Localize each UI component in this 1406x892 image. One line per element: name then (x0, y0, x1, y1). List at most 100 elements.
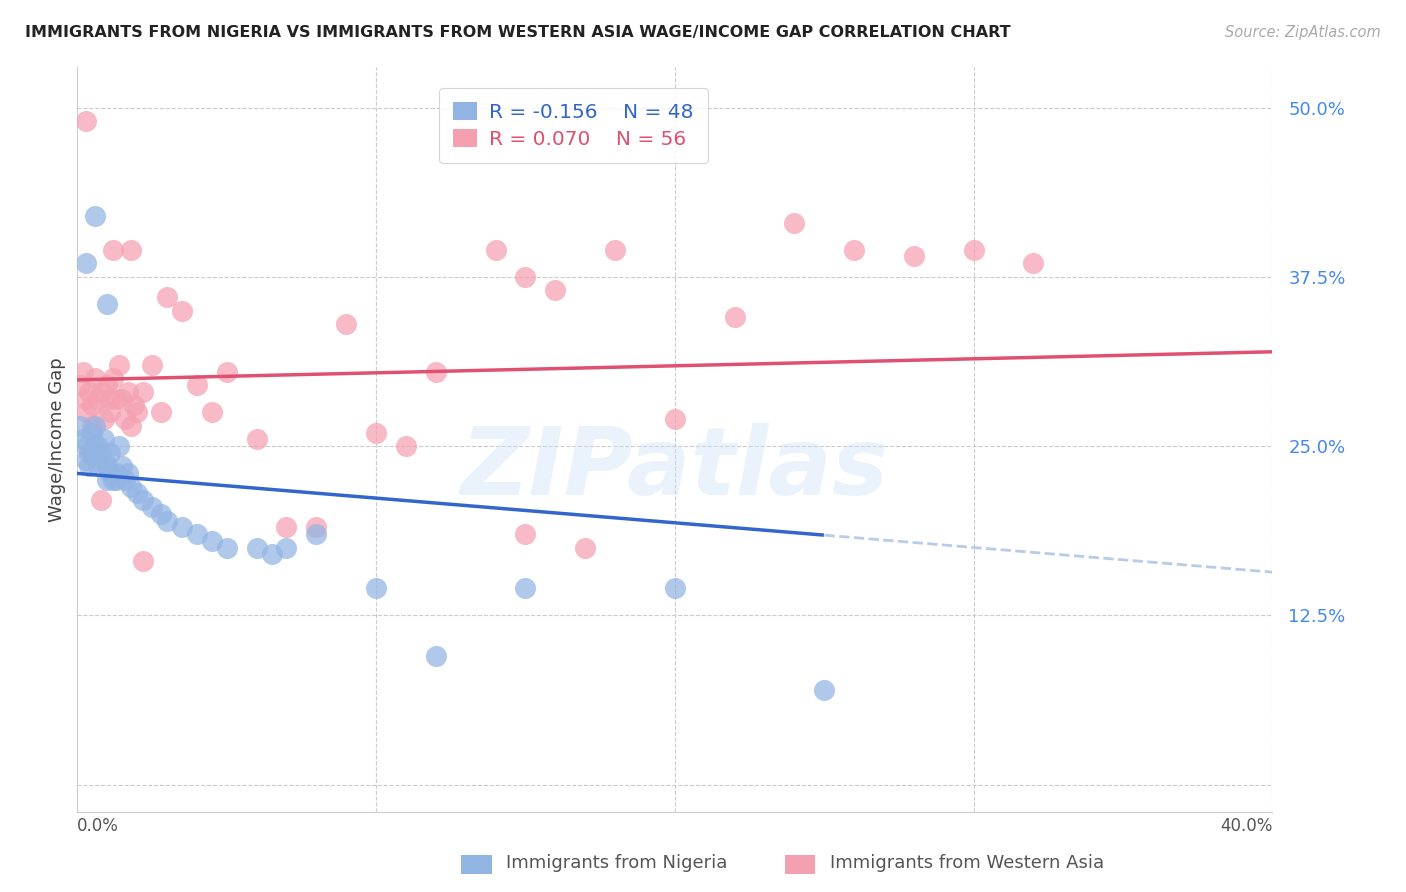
Point (114, 473, 136, 487)
Point (87, 439, 110, 453)
Point (141, 358, 163, 372)
Point (98, 392, 121, 406)
Point (98, 446, 121, 460)
Point (111, 459, 134, 474)
Point (215, 541, 238, 555)
Text: IMMIGRANTS FROM NIGERIA VS IMMIGRANTS FROM WESTERN ASIA WAGE/INCOME GAP CORRELAT: IMMIGRANTS FROM NIGERIA VS IMMIGRANTS FR… (25, 25, 1011, 40)
Point (90, 493, 112, 508)
Point (132, 554, 155, 568)
Y-axis label: Wage/Income Gap: Wage/Income Gap (48, 357, 66, 522)
Point (605, 243, 627, 257)
Point (84, 439, 107, 453)
Point (72, 433, 94, 447)
Point (132, 384, 155, 399)
Point (120, 243, 142, 257)
Point (664, 582, 686, 596)
Point (108, 358, 131, 372)
Point (425, 365, 447, 379)
Point (276, 541, 298, 555)
Point (75, 405, 97, 419)
Point (201, 533, 224, 548)
Point (105, 392, 128, 406)
Point (305, 520, 328, 534)
Point (276, 520, 298, 534)
Point (170, 303, 193, 318)
Point (69, 418, 91, 433)
Point (260, 548, 283, 562)
Point (75, 439, 97, 453)
Point (425, 648, 447, 663)
Text: Source: ZipAtlas.com: Source: ZipAtlas.com (1225, 25, 1381, 40)
Point (120, 480, 142, 494)
Point (141, 500, 163, 514)
Point (87, 459, 110, 474)
Point (69, 378, 91, 392)
Point (75, 114, 97, 128)
Point (82, 446, 104, 460)
Text: 0.0%: 0.0% (77, 817, 120, 835)
Point (105, 466, 128, 480)
Point (515, 582, 537, 596)
Point (156, 514, 179, 528)
Point (170, 520, 193, 534)
Point (79, 384, 101, 399)
Point (96, 297, 118, 311)
Point (84, 371, 107, 385)
Point (903, 250, 925, 264)
Point (72, 365, 94, 379)
Point (111, 392, 134, 406)
Point (96, 378, 118, 392)
Point (79, 459, 101, 474)
Point (515, 269, 537, 284)
Point (122, 399, 145, 413)
Point (108, 439, 131, 453)
Point (84, 209, 107, 223)
Point (98, 405, 121, 419)
Point (305, 527, 328, 541)
Point (127, 405, 149, 419)
Point (75, 392, 97, 406)
Point (156, 290, 179, 304)
Point (105, 473, 128, 487)
Point (120, 418, 142, 433)
Point (127, 486, 149, 500)
Point (366, 582, 388, 596)
Point (93, 433, 115, 447)
Point (93, 452, 115, 467)
Point (963, 243, 986, 257)
Point (84, 418, 107, 433)
Point (117, 384, 139, 399)
Point (366, 425, 388, 440)
Point (215, 365, 238, 379)
Point (103, 473, 124, 487)
Point (186, 527, 208, 541)
Legend: R = -0.156    N = 48, R = 0.070    N = 56: R = -0.156 N = 48, R = 0.070 N = 56 (439, 88, 707, 163)
Point (96, 473, 118, 487)
Point (82, 425, 104, 440)
Point (246, 433, 269, 447)
Point (117, 466, 139, 480)
Point (1022, 256, 1045, 270)
Point (395, 439, 418, 453)
Point (844, 243, 866, 257)
Point (201, 405, 224, 419)
Point (75, 256, 97, 270)
Text: Immigrants from Western Asia: Immigrants from Western Asia (830, 855, 1104, 872)
Point (150, 507, 173, 521)
Point (114, 412, 136, 426)
Point (96, 459, 118, 474)
Point (544, 284, 567, 298)
Point (82, 418, 104, 433)
Point (90, 446, 112, 460)
Point (75, 452, 97, 467)
Point (485, 243, 508, 257)
Point (515, 527, 537, 541)
Point (664, 412, 686, 426)
Point (335, 317, 357, 331)
Point (186, 378, 208, 392)
Point (98, 466, 121, 480)
Point (724, 310, 747, 325)
Text: ZIPatlas: ZIPatlas (461, 423, 889, 515)
Text: 40.0%: 40.0% (1220, 817, 1272, 835)
Point (79, 446, 101, 460)
